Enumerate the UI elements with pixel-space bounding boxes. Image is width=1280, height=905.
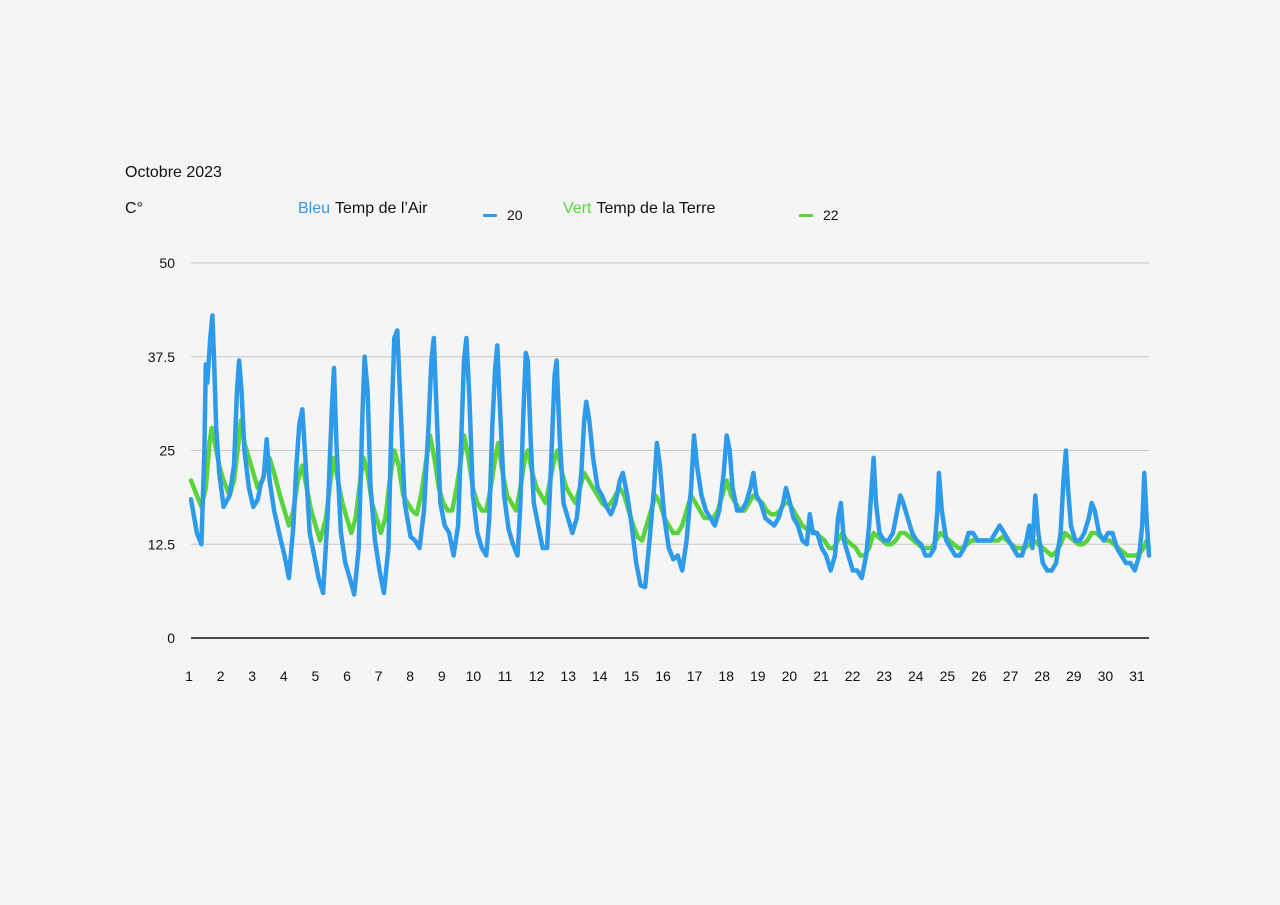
x-tick-label: 10: [466, 668, 482, 684]
x-tick-label: 5: [312, 668, 320, 684]
x-tick-label: 19: [750, 668, 766, 684]
series-line-air: [188, 313, 1152, 597]
x-tick-label: 29: [1066, 668, 1082, 684]
x-tick-label: 14: [592, 668, 608, 684]
y-tick-label: 0: [167, 630, 175, 646]
x-tick-label: 25: [940, 668, 956, 684]
x-tick-label: 24: [908, 668, 924, 684]
y-axis-ticks: 0 12.5 25 37.5 50: [148, 255, 175, 646]
chart-title: Octobre 2023: [125, 164, 222, 181]
x-tick-label: 7: [375, 668, 383, 684]
x-tick-label: 22: [845, 668, 861, 684]
x-tick-label: 4: [280, 668, 288, 684]
x-tick-label: 20: [782, 668, 798, 684]
x-tick-label: 28: [1034, 668, 1050, 684]
y-tick-label: 12.5: [148, 536, 175, 552]
x-tick-label: 18: [718, 668, 734, 684]
y-tick-label: 50: [159, 255, 175, 271]
x-tick-label: 1: [185, 668, 193, 684]
x-tick-label: 31: [1129, 668, 1145, 684]
x-tick-label: 8: [406, 668, 414, 684]
x-tick-label: 15: [624, 668, 640, 684]
y-tick-label: 25: [159, 443, 175, 459]
x-tick-label: 6: [343, 668, 351, 684]
x-tick-label: 30: [1098, 668, 1114, 684]
x-axis-ticks: 1 2 3 4 5 6 7 8 9 10 11 12 13 14 15 16 17 18 19 20 21 22 23 24 2…: [185, 668, 1145, 684]
x-tick-label: 3: [248, 668, 256, 684]
legend-air-value-text: 20: [507, 207, 523, 223]
x-tick-label: 17: [687, 668, 703, 684]
legend-soil-label: Temp de la Terre: [596, 200, 716, 217]
x-tick-label: 21: [813, 668, 829, 684]
legend-air: Bleu Temp de l’Air: [298, 200, 428, 218]
x-tick-label: 26: [971, 668, 987, 684]
x-tick-label: 16: [655, 668, 671, 684]
legend-soil: Vert Temp de la Terre: [563, 200, 715, 218]
x-tick-label: 12: [529, 668, 545, 684]
legend-soil-value-text: 22: [823, 207, 839, 223]
x-tick-label: 11: [498, 668, 513, 684]
legend-soil-swatch: [799, 213, 813, 217]
legend-air-swatch: [483, 213, 497, 217]
x-tick-label: 23: [876, 668, 892, 684]
legend-soil-value: 22: [799, 207, 839, 223]
x-tick-label: 9: [438, 668, 446, 684]
y-tick-label: 37.5: [148, 349, 175, 365]
x-tick-label: 2: [217, 668, 225, 684]
x-tick-label: 13: [560, 668, 576, 684]
legend-air-label: Temp de l’Air: [335, 200, 428, 217]
x-tick-label: 27: [1003, 668, 1019, 684]
legend-air-color-word: Bleu: [298, 200, 331, 217]
series-lines: [188, 313, 1152, 597]
legend-soil-color-word: Vert: [563, 200, 592, 217]
y-axis-unit: C°: [125, 200, 143, 217]
legend-air-value: 20: [483, 207, 523, 223]
